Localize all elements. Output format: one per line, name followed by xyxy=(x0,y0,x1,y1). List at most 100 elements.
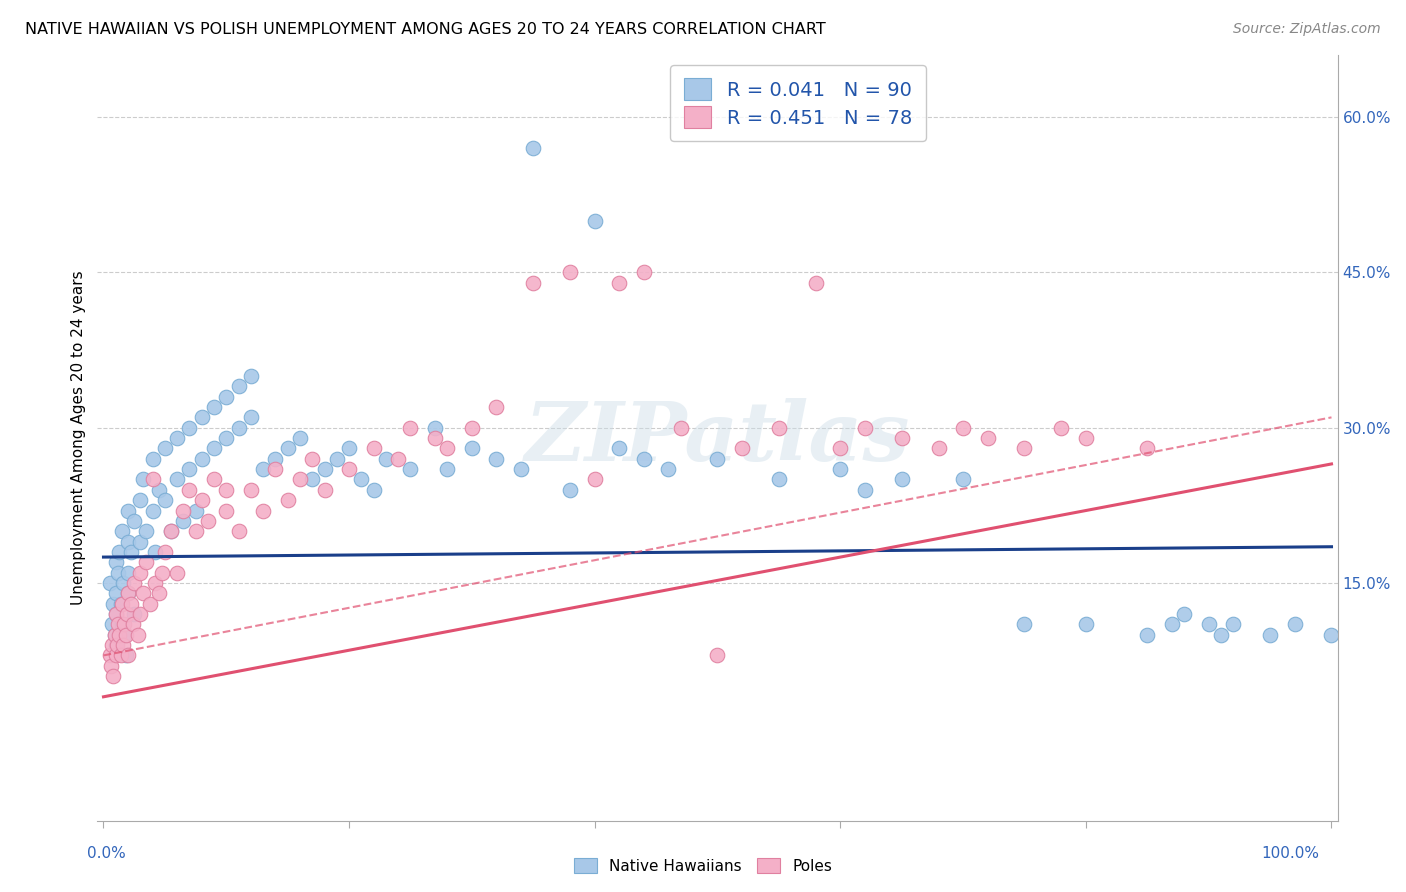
Point xyxy=(461,442,484,456)
Point xyxy=(142,503,165,517)
Point xyxy=(111,524,134,539)
Point xyxy=(127,628,149,642)
Point xyxy=(108,628,131,642)
Point xyxy=(485,400,508,414)
Point xyxy=(1209,628,1232,642)
Point xyxy=(117,503,139,517)
Point xyxy=(522,141,544,155)
Point xyxy=(337,462,360,476)
Text: 0.0%: 0.0% xyxy=(87,847,127,861)
Point xyxy=(114,648,136,663)
Point xyxy=(120,597,142,611)
Point xyxy=(326,451,349,466)
Point xyxy=(103,669,125,683)
Point xyxy=(104,648,127,663)
Point xyxy=(337,442,360,456)
Point xyxy=(148,483,170,497)
Point xyxy=(107,617,129,632)
Point xyxy=(890,431,912,445)
Point xyxy=(350,473,373,487)
Point xyxy=(1173,607,1195,621)
Legend: R = 0.041   N = 90, R = 0.451   N = 78: R = 0.041 N = 90, R = 0.451 N = 78 xyxy=(671,65,925,141)
Point xyxy=(184,503,207,517)
Point xyxy=(104,607,127,621)
Point xyxy=(768,421,790,435)
Point xyxy=(228,524,250,539)
Point xyxy=(633,265,655,279)
Point xyxy=(105,638,128,652)
Point xyxy=(252,462,274,476)
Point xyxy=(1258,628,1281,642)
Point xyxy=(228,421,250,435)
Point xyxy=(132,586,155,600)
Point xyxy=(101,617,124,632)
Point xyxy=(1014,442,1036,456)
Point xyxy=(277,493,299,508)
Point xyxy=(142,473,165,487)
Point xyxy=(1074,431,1097,445)
Point xyxy=(112,617,135,632)
Point xyxy=(583,473,606,487)
Point xyxy=(117,534,139,549)
Point xyxy=(1198,617,1220,632)
Point xyxy=(560,265,582,279)
Point xyxy=(657,462,679,476)
Point xyxy=(108,545,131,559)
Point xyxy=(264,451,287,466)
Point xyxy=(853,421,876,435)
Point xyxy=(228,379,250,393)
Point xyxy=(387,451,409,466)
Point xyxy=(264,462,287,476)
Point xyxy=(890,473,912,487)
Point xyxy=(1136,628,1159,642)
Point xyxy=(179,462,201,476)
Point xyxy=(103,597,125,611)
Point xyxy=(301,451,323,466)
Point xyxy=(132,473,155,487)
Point xyxy=(202,400,225,414)
Text: 100.0%: 100.0% xyxy=(1261,847,1319,861)
Point xyxy=(139,597,162,611)
Point xyxy=(122,617,145,632)
Point xyxy=(485,451,508,466)
Point xyxy=(215,503,238,517)
Point xyxy=(399,421,422,435)
Point xyxy=(135,524,157,539)
Point xyxy=(104,607,127,621)
Point xyxy=(215,390,238,404)
Point xyxy=(111,597,134,611)
Point xyxy=(731,442,754,456)
Point xyxy=(129,493,152,508)
Point xyxy=(103,628,125,642)
Text: Source: ZipAtlas.com: Source: ZipAtlas.com xyxy=(1233,22,1381,37)
Point xyxy=(166,431,188,445)
Point xyxy=(153,545,176,559)
Point xyxy=(830,462,852,476)
Point xyxy=(135,555,157,569)
Point xyxy=(103,628,125,642)
Text: ZIPatlas: ZIPatlas xyxy=(524,398,910,478)
Point xyxy=(98,648,121,663)
Point xyxy=(436,442,458,456)
Point xyxy=(152,566,174,580)
Point xyxy=(607,442,630,456)
Point xyxy=(172,514,194,528)
Point xyxy=(117,648,139,663)
Point xyxy=(142,451,165,466)
Point xyxy=(560,483,582,497)
Point xyxy=(239,483,262,497)
Point xyxy=(110,648,132,663)
Point xyxy=(104,638,127,652)
Point xyxy=(314,462,336,476)
Point xyxy=(117,586,139,600)
Point xyxy=(423,421,446,435)
Point xyxy=(1284,617,1306,632)
Point xyxy=(179,421,201,435)
Point xyxy=(184,524,207,539)
Point xyxy=(522,276,544,290)
Point xyxy=(166,566,188,580)
Point xyxy=(104,586,127,600)
Legend: Native Hawaiians, Poles: Native Hawaiians, Poles xyxy=(568,852,838,880)
Point xyxy=(215,431,238,445)
Point xyxy=(112,628,135,642)
